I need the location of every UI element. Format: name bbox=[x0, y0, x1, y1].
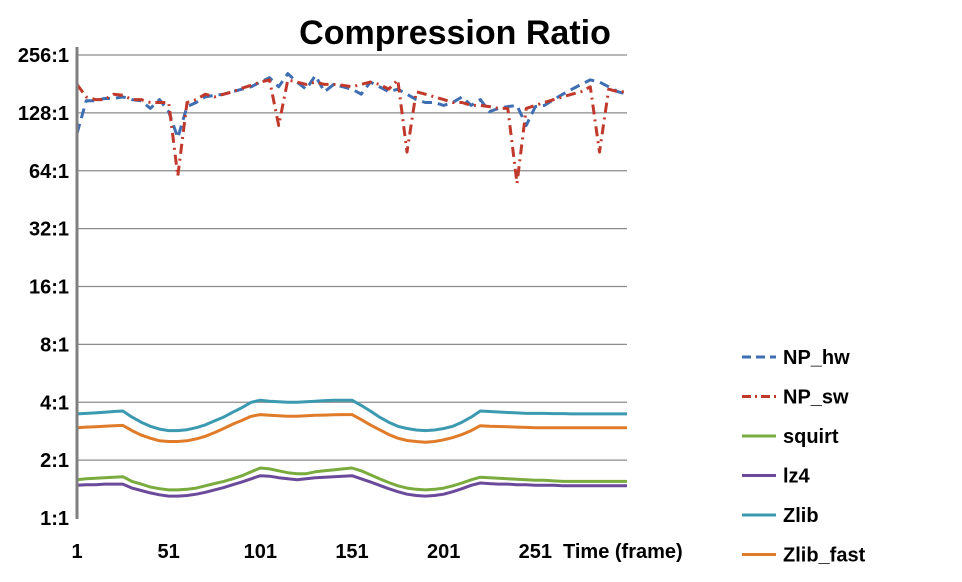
y-tick-label: 256:1 bbox=[18, 45, 69, 67]
x-tick-label: 101 bbox=[244, 541, 277, 563]
y-tick-label: 64:1 bbox=[29, 161, 69, 183]
series-line-zlib-fast bbox=[76, 413, 627, 444]
chart-title: Compression Ratio bbox=[299, 14, 611, 52]
legend-label: NP_sw bbox=[783, 387, 849, 409]
y-tick-label: 128:1 bbox=[18, 103, 69, 125]
x-tick-label: 1 bbox=[71, 541, 82, 563]
grid-layer bbox=[77, 54, 627, 461]
x-tick-label: 51 bbox=[158, 541, 180, 563]
x-tick-label: 201 bbox=[427, 541, 460, 563]
y-tick-label: 8:1 bbox=[40, 334, 69, 356]
x-tick-label: 251 bbox=[519, 541, 552, 563]
series-line-zlib bbox=[76, 398, 627, 433]
x-axis-title: Time (frame) bbox=[563, 541, 683, 563]
y-tick-label: 32:1 bbox=[29, 219, 69, 241]
y-tick-label: 4:1 bbox=[40, 392, 69, 414]
y-tick-label: 2:1 bbox=[40, 450, 69, 472]
series-line-squirt bbox=[76, 466, 627, 492]
legend-label: squirt bbox=[783, 426, 839, 448]
y-tick-label: 1:1 bbox=[40, 508, 69, 530]
legend-label: Zlib_fast bbox=[783, 545, 866, 567]
x-tick-label: 151 bbox=[335, 541, 368, 563]
legend-label: lz4 bbox=[783, 466, 811, 488]
series-line-lz4 bbox=[76, 474, 627, 498]
legend-label: Zlib bbox=[783, 505, 819, 527]
legend-label: NP_hw bbox=[783, 347, 850, 369]
series-layer bbox=[75, 72, 628, 498]
y-tick-label: 16:1 bbox=[29, 277, 69, 299]
